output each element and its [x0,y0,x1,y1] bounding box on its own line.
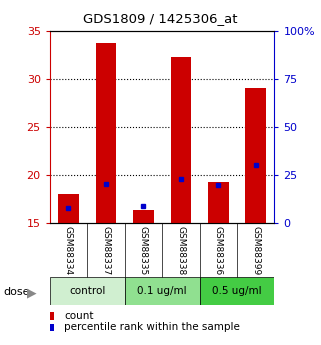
Bar [133,210,154,223]
Text: ▶: ▶ [27,286,37,299]
Bar [50,277,125,305]
Text: dose: dose [3,287,30,296]
Text: 0.1 ug/ml: 0.1 ug/ml [137,286,187,296]
Bar [96,43,116,223]
Text: percentile rank within the sample: percentile rank within the sample [64,323,240,332]
Bar [58,194,79,223]
Bar [170,57,191,223]
Bar [125,277,200,305]
Text: GDS1809 / 1425306_at: GDS1809 / 1425306_at [83,12,238,25]
Text: control: control [69,286,105,296]
Text: GSM88337: GSM88337 [101,226,110,275]
Text: GSM88338: GSM88338 [176,226,185,275]
Text: GSM88399: GSM88399 [251,226,260,275]
Text: 0.5 ug/ml: 0.5 ug/ml [212,286,262,296]
Bar [246,88,266,223]
Bar [200,277,274,305]
Bar [208,182,229,223]
Text: GSM88335: GSM88335 [139,226,148,275]
Text: GSM88334: GSM88334 [64,226,73,275]
Text: GSM88336: GSM88336 [214,226,223,275]
Text: count: count [64,311,94,321]
